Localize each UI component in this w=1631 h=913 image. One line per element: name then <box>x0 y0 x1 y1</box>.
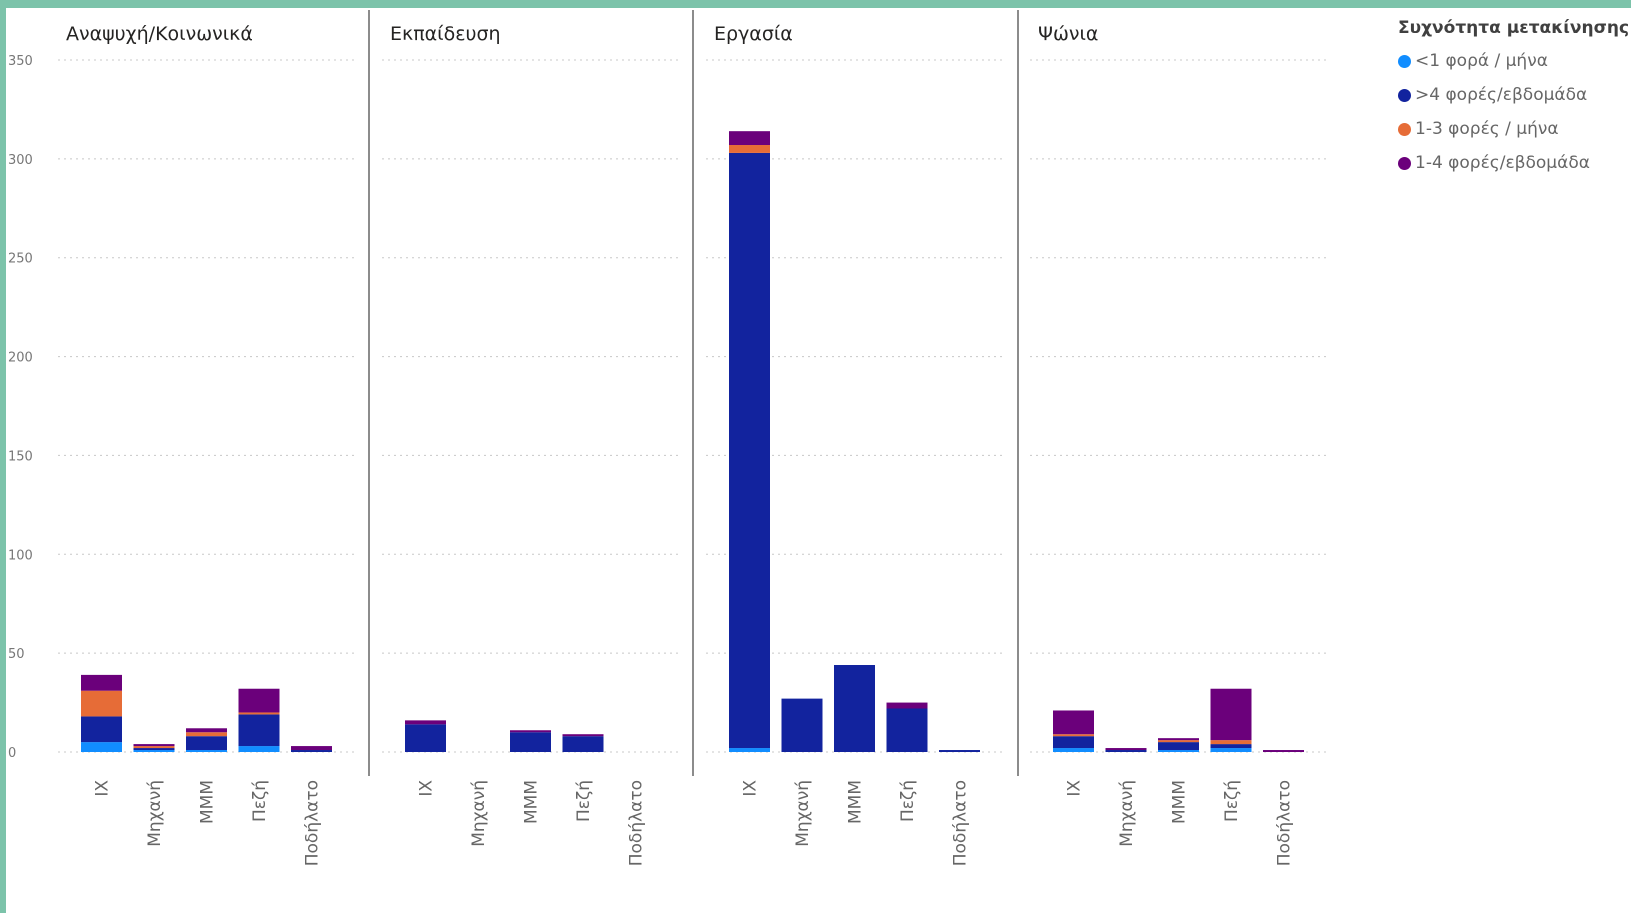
stacked-bar-chart: 0 50 100 150 200 250 300 350 Αναψυχή/Κοινωνικά ΙΧ… <box>8 10 1330 866</box>
bar-segment <box>186 736 227 751</box>
y-tick-label: 50 <box>8 647 25 662</box>
legend-item-1-3-month[interactable]: 1-3 φορές / μήνα <box>1398 112 1629 146</box>
bar-segment <box>1105 748 1147 751</box>
legend-title: Συχνότητα μετακίνησης <box>1398 18 1630 38</box>
legend-label: 1-3 φορές / μήνα <box>1415 119 1559 139</box>
legend-label: >4 φορές/εβδομάδα <box>1415 85 1588 105</box>
y-tick-label: 350 <box>8 54 33 69</box>
bar-segment <box>729 145 770 153</box>
x-tick-label: Πεζή <box>898 780 918 822</box>
bar-segment <box>510 732 551 752</box>
bar-segment <box>81 716 122 743</box>
bar-segment <box>1263 750 1304 752</box>
bar-segment <box>886 708 928 752</box>
bar-segment <box>1053 710 1094 735</box>
panel-title: Εκπαίδευση <box>390 23 501 45</box>
legend-item-1-4-week[interactable]: 1-4 φορές/εβδομάδα <box>1398 146 1629 180</box>
bar-segment <box>729 131 770 146</box>
bar-segment <box>81 690 122 717</box>
x-tick-label: Ποδήλατο <box>627 780 647 866</box>
bar-segment <box>1053 734 1094 737</box>
bar-segment <box>405 724 446 752</box>
x-tick-label: ΙΧ <box>1065 780 1085 797</box>
legend: Συχνότητα μετακίνησης <1 φορά / μήνα >4 … <box>1398 18 1629 180</box>
x-tick-label: Πεζή <box>574 780 594 822</box>
bar-segment <box>81 742 122 752</box>
bar-segment <box>1053 736 1094 749</box>
y-tick-label: 250 <box>8 252 33 267</box>
bar-segment <box>1210 740 1252 745</box>
y-tick-label: 200 <box>8 351 33 366</box>
bar-segment <box>1158 742 1199 751</box>
x-tick-label: Μηχανή <box>793 780 813 847</box>
x-tick-label: Μηχανή <box>1117 780 1137 847</box>
legend-item-gt4-week[interactable]: >4 φορές/εβδομάδα <box>1398 78 1629 112</box>
bar-segment <box>1105 750 1147 752</box>
bar-segment <box>1210 688 1252 741</box>
bar-segment <box>405 720 446 725</box>
bar-segment <box>81 674 122 691</box>
bar-segment <box>133 746 175 749</box>
legend-label: <1 φορά / μήνα <box>1415 51 1548 71</box>
x-tick-label: ΙΧ <box>93 780 113 797</box>
bar-segment <box>133 750 175 752</box>
legend-item-lt1-month[interactable]: <1 φορά / μήνα <box>1398 44 1629 78</box>
x-tick-label: ΜΜΜ <box>1170 780 1190 824</box>
bar-segment <box>186 728 227 733</box>
panel-title: Εργασία <box>714 23 793 45</box>
bar-segment <box>1158 740 1199 743</box>
bar-segment <box>291 750 332 752</box>
x-tick-label: ΜΜΜ <box>198 780 218 824</box>
bar-segment <box>1158 738 1199 741</box>
y-tick-label: 150 <box>8 449 33 464</box>
bar-segment <box>186 750 227 752</box>
bar-segment <box>238 688 280 713</box>
legend-dot-icon <box>1398 88 1411 102</box>
bar-segment <box>133 744 175 747</box>
bar-segment <box>238 714 280 747</box>
bar-segment <box>1053 748 1094 752</box>
bar-segment <box>729 152 770 749</box>
bar-segment <box>562 734 604 737</box>
bar-segment <box>1158 750 1199 752</box>
bar-segment <box>510 730 551 733</box>
bar-segment <box>133 748 175 751</box>
x-tick-label: ΜΜΜ <box>846 780 866 824</box>
x-tick-label: Μηχανή <box>469 780 489 847</box>
y-tick-label: 0 <box>8 746 16 761</box>
x-tick-label: Μηχανή <box>145 780 165 847</box>
bar-segment <box>238 712 280 715</box>
bar-segment <box>1210 748 1252 752</box>
bar-segment <box>729 748 770 752</box>
x-tick-label: ΜΜΜ <box>522 780 542 824</box>
x-tick-label: Ποδήλατο <box>1275 780 1295 866</box>
bar-segment <box>834 665 875 752</box>
bar-segment <box>238 746 280 752</box>
legend-dot-icon <box>1398 54 1411 68</box>
bar-segment <box>1210 744 1252 749</box>
x-tick-label: ΙΧ <box>741 780 761 797</box>
report-frame: 0 50 100 150 200 250 300 350 Αναψυχή/Κοινωνικά ΙΧ… <box>6 8 1631 913</box>
bar-segment <box>562 736 604 752</box>
legend-dot-icon <box>1398 156 1411 170</box>
bar-segment <box>186 732 227 737</box>
y-tick-label: 100 <box>8 548 33 563</box>
panel-title: Αναψυχή/Κοινωνικά <box>66 23 253 45</box>
legend-dot-icon <box>1398 122 1411 136</box>
bar-segment <box>886 702 928 709</box>
legend-label: 1-4 φορές/εβδομάδα <box>1415 153 1590 173</box>
x-tick-label: Πεζή <box>1222 780 1242 822</box>
bar-segment <box>939 750 980 752</box>
bar-segment <box>291 746 332 751</box>
panel-title: Ψώνια <box>1038 23 1098 45</box>
x-tick-label: Ποδήλατο <box>303 780 323 866</box>
bar-segment <box>781 698 823 752</box>
x-tick-label: Ποδήλατο <box>951 780 971 866</box>
x-tick-label: Πεζή <box>250 780 270 822</box>
x-tick-label: ΙΧ <box>417 780 437 797</box>
y-tick-label: 300 <box>8 153 33 168</box>
